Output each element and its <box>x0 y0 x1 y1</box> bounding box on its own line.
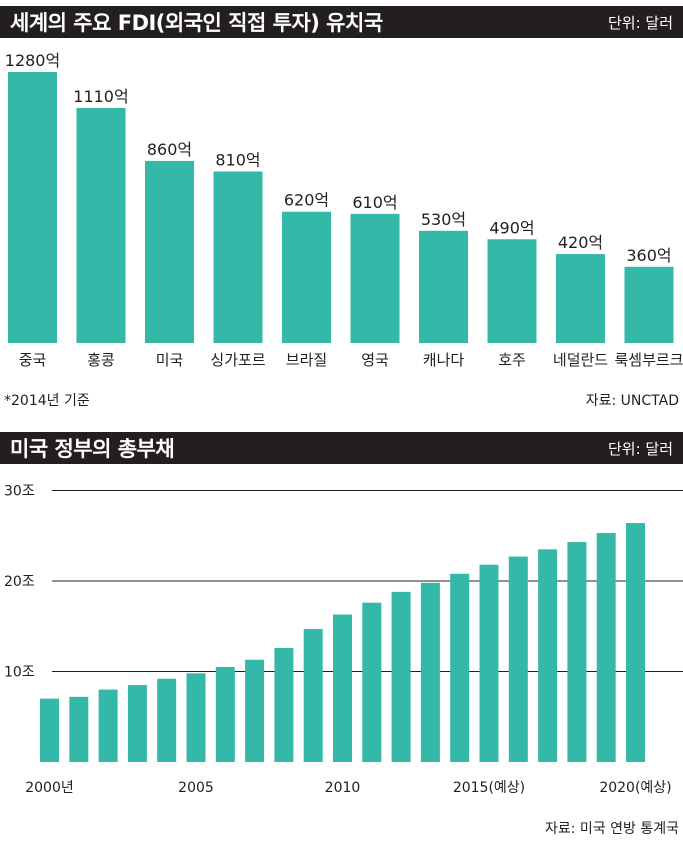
fdi-category-label: 네덜란드 <box>553 351 608 369</box>
debt-bar <box>626 523 645 762</box>
fdi-value-label: 360억 <box>626 246 671 265</box>
debt-bar <box>567 542 587 762</box>
fdi-value-label: 490억 <box>489 218 534 237</box>
debt-y-tick-label: 20조 <box>4 574 35 590</box>
fdi-bar <box>487 239 537 343</box>
fdi-value-label: 860억 <box>147 140 192 159</box>
fdi-category-label: 호주 <box>498 351 526 369</box>
fdi-bar <box>419 230 468 343</box>
fdi-bar <box>624 266 674 343</box>
chart1-header: 세계의 주요 FDI(외국인 직접 투자) 유치국 단위: 달러 <box>0 6 683 38</box>
debt-x-tick-label: 2010 <box>325 780 361 796</box>
fdi-category-label: 룩셈부르크 <box>614 351 683 369</box>
fdi-value-label: 1110억 <box>73 87 128 106</box>
fdi-category-label: 홍콩 <box>87 351 115 369</box>
chart1-unit: 단위: 달러 <box>607 13 673 32</box>
debt-bar <box>40 698 59 762</box>
fdi-value-label: 1280억 <box>5 51 60 70</box>
debt-bar <box>186 673 206 762</box>
debt-bar <box>538 549 558 762</box>
debt-bar <box>215 666 235 762</box>
debt-bar <box>127 685 147 762</box>
debt-bar <box>157 678 177 762</box>
fdi-value-label: 620억 <box>284 191 329 210</box>
debt-x-tick-label: 2015(예상) <box>453 780 525 796</box>
debt-bar <box>303 628 323 762</box>
debt-x-tick-label: 2000년 <box>25 780 74 796</box>
debt-bar <box>245 659 265 762</box>
chart1-title: 세계의 주요 FDI(외국인 직접 투자) 유치국 <box>10 11 383 35</box>
fdi-category-label: 중국 <box>19 351 47 369</box>
fdi-category-label: 영국 <box>361 351 389 369</box>
fdi-category-label: 브라질 <box>286 351 327 369</box>
fdi-category-label: 미국 <box>156 351 184 369</box>
debt-bar <box>596 533 616 762</box>
fdi-value-label: 810억 <box>215 151 260 170</box>
fdi-bar <box>8 72 57 343</box>
chart2-source: 자료: 미국 연방 통계국 <box>545 821 679 837</box>
fdi-value-label: 530억 <box>421 210 466 229</box>
debt-bar <box>333 614 352 762</box>
debt-bar <box>391 591 411 762</box>
debt-bar <box>479 564 499 762</box>
debt-x-tick-label: 2005 <box>178 780 214 796</box>
chart1-footnote: *2014년 기준 <box>4 393 90 409</box>
debt-bar <box>274 647 294 762</box>
fdi-bar <box>76 107 126 343</box>
debt-bar <box>362 602 382 762</box>
debt-x-tick-label: 2020(예상) <box>599 780 671 796</box>
debt-bar <box>508 556 528 762</box>
fdi-value-label: 420억 <box>558 233 603 252</box>
fdi-bar <box>282 211 331 343</box>
chart2-title: 미국 정부의 총부채 <box>10 437 175 461</box>
chart1-source: 자료: UNCTAD <box>585 393 679 409</box>
debt-y-tick-label: 30조 <box>4 484 35 500</box>
chart2-unit: 단위: 달러 <box>607 439 673 458</box>
debt-bar <box>450 573 470 762</box>
fdi-bar <box>145 160 194 343</box>
fdi-category-label: 캐나다 <box>423 351 465 369</box>
fdi-bar <box>350 213 400 343</box>
chart2-header: 미국 정부의 총부채 단위: 달러 <box>0 432 683 464</box>
fdi-bar <box>213 171 263 343</box>
debt-bar <box>98 689 118 762</box>
fdi-bar <box>556 254 605 343</box>
debt-bar <box>69 696 89 762</box>
debt-y-tick-label: 10조 <box>4 665 35 681</box>
debt-bar <box>420 582 440 762</box>
fdi-category-label: 싱가포르 <box>210 351 265 369</box>
fdi-value-label: 610억 <box>352 193 397 212</box>
